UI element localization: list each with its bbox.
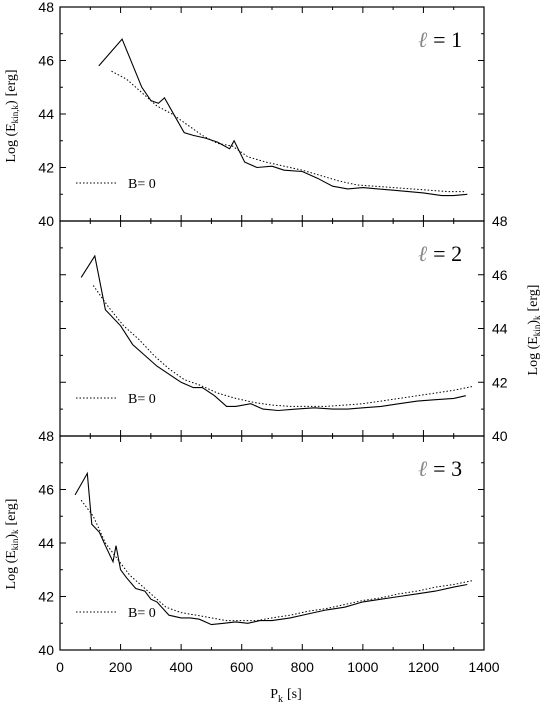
x-tick-label-200: 200: [109, 659, 133, 675]
y-tick-label-top-42: 42: [38, 160, 54, 176]
annotation-top: ℓ = 1: [418, 27, 462, 52]
y-axis-title-bottom-sub1: kin: [10, 538, 20, 550]
annotation-symbol-top: ℓ: [418, 27, 428, 52]
annotation-symbol-middle: ℓ: [418, 241, 428, 266]
y-axis-title-middle-sub2: k: [532, 315, 542, 320]
y-tick-label-top-46: 46: [38, 53, 54, 69]
annotation-value-bottom: = 3: [433, 456, 462, 481]
x-tick-label-0: 0: [56, 659, 64, 675]
y-tick-label-bottom-46: 46: [38, 482, 54, 498]
x-axis-title-main: P: [270, 687, 278, 702]
y-axis-title-middle-paren: ): [526, 320, 541, 325]
series-middle-solid: [80, 254, 466, 412]
y-axis-title-middle-main: Log (E: [526, 336, 541, 375]
x-tick-label-1000: 1000: [347, 659, 378, 675]
y-axis-title-bottom-paren: ): [4, 534, 19, 539]
y-axis-title-top-paren: ): [4, 100, 19, 105]
x-axis-title-unit: [s]: [287, 687, 302, 702]
annotation-value-top: = 1: [433, 27, 462, 52]
y-axis-title-top-sub1: kin: [10, 111, 20, 123]
y-axis-title-top-sub1-comma: ,: [10, 110, 20, 112]
series-middle-dotted: [92, 285, 474, 407]
legend-label-bottom: B= 0: [128, 606, 156, 621]
y-tick-label-top-48: 48: [38, 0, 54, 15]
y-axis-title-middle-unit: [erg]: [526, 285, 541, 312]
y-axis-title-bottom-unit: [erg]: [4, 499, 19, 526]
y-axis-title-bottom-sub2: k: [10, 529, 20, 534]
x-tick-label-400: 400: [169, 659, 193, 675]
x-tick-label-1400: 1400: [468, 659, 499, 675]
series-bottom-dotted: [80, 499, 474, 622]
y-axis-title-top: Log (Ekin,k) [erg]: [4, 69, 20, 162]
x-tick-label-800: 800: [291, 659, 315, 675]
y-tick-label-bottom-44: 44: [38, 535, 54, 551]
legend-label-top: B= 0: [128, 177, 156, 192]
series-top-dotted: [111, 70, 466, 193]
y-tick-label-middle-46: 46: [492, 267, 508, 283]
y-axis-title-middle: Log (Ekin)k [erg]: [526, 285, 542, 376]
panel-middle: 40 42 44 46 48 B= 0 ℓ = 2: [59, 213, 508, 444]
y-tick-label-bottom-42: 42: [38, 589, 54, 605]
y-tick-label-middle-42: 42: [492, 374, 508, 390]
y-tick-label-bottom-40: 40: [38, 642, 54, 658]
y-tick-label-bottom-48: 48: [38, 428, 54, 444]
y-axis-title-top-unit: [erg]: [4, 69, 19, 96]
x-tick-label-600: 600: [230, 659, 254, 675]
y-tick-label-top-40: 40: [38, 213, 54, 229]
y-tick-label-middle-48: 48: [492, 213, 508, 229]
y-axis-title-top-sub2: k: [10, 105, 20, 110]
panel-top: 40 42 44 46 48 B= 0 ℓ = 1: [38, 0, 485, 229]
annotation-value-middle: = 2: [433, 241, 462, 266]
y-axis-title-middle-sub1: kin: [532, 324, 542, 336]
legend-label-middle: B= 0: [128, 392, 156, 407]
annotation-symbol-bottom: ℓ: [418, 456, 428, 481]
annotation-bottom: ℓ = 3: [418, 456, 462, 481]
y-axis-title-bottom-main: Log (E: [4, 550, 19, 589]
series-top-solid: [98, 38, 468, 197]
x-axis-title: Pk [s]: [270, 687, 302, 705]
x-axis-title-sub: k: [278, 694, 283, 705]
annotation-middle: ℓ = 2: [418, 241, 462, 266]
y-tick-label-middle-40: 40: [492, 428, 508, 444]
y-axis-title-bottom: Log (Ekin)k [erg]: [4, 499, 20, 590]
y-tick-label-top-44: 44: [38, 106, 54, 122]
panel-bottom: 40 42 44 46 48 0 200 400 600 800 1000 1200 1400 B= 0 ℓ…: [38, 428, 499, 675]
y-axis-title-top-main: Log (E: [4, 123, 19, 162]
x-tick-label-1200: 1200: [408, 659, 439, 675]
y-tick-label-middle-44: 44: [492, 321, 508, 337]
series-bottom-solid: [74, 471, 468, 626]
